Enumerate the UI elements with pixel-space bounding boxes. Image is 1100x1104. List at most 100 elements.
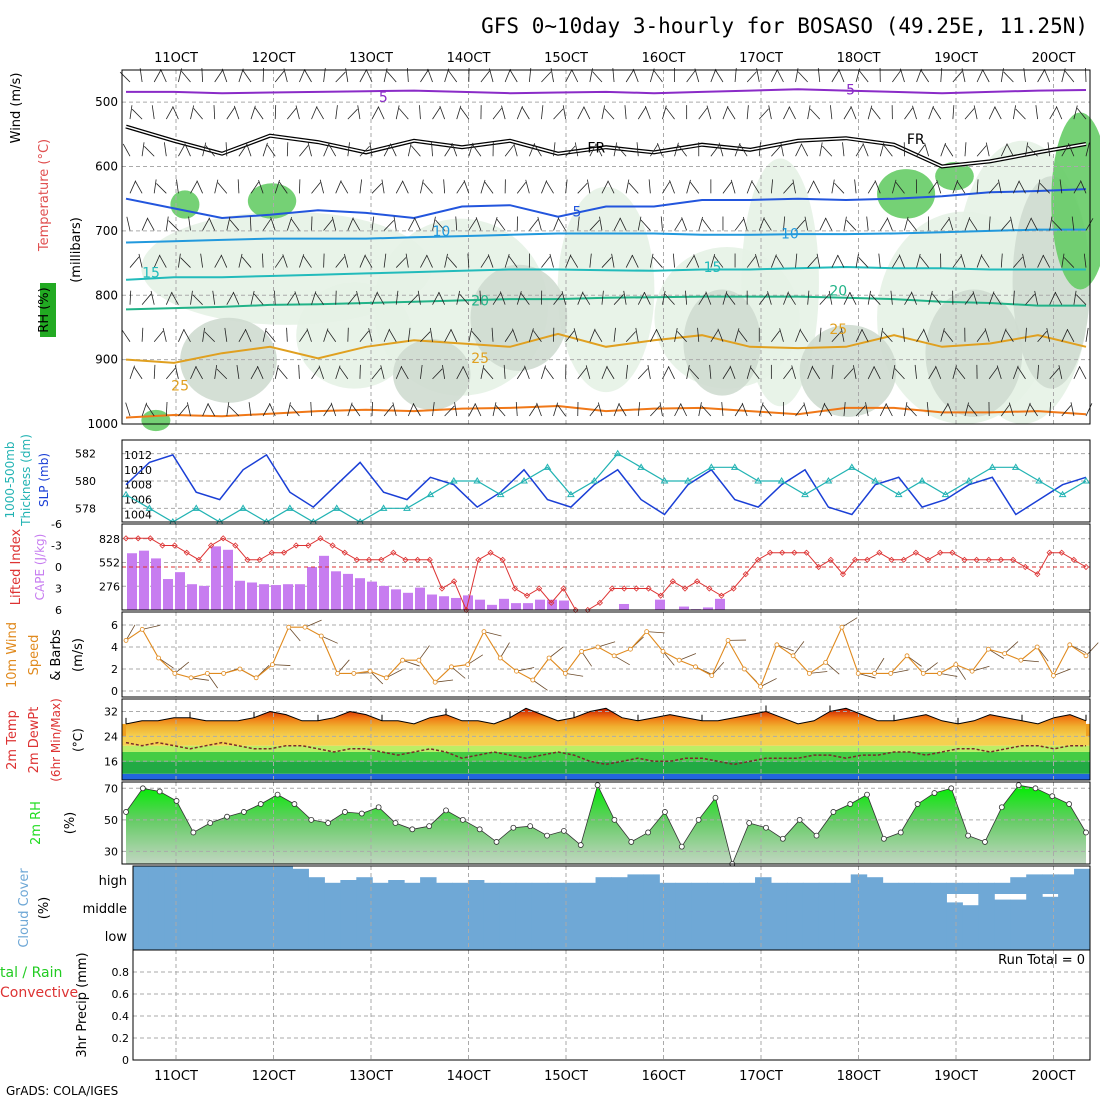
precip-legend-total: tal / Rain: [0, 965, 62, 981]
cloud-cell: [787, 883, 803, 894]
wind-tick-label: 6: [111, 619, 118, 632]
rh-shade: [180, 318, 277, 403]
wind-tick-label: 2: [111, 663, 118, 676]
bottom-tick-label: 18OCT: [837, 1069, 881, 1084]
cloud-cell: [931, 883, 947, 894]
wind-point: [401, 658, 405, 662]
wind-barb: [500, 643, 509, 658]
temp-ylabel-2: 2m DewPt: [27, 707, 42, 774]
rh-point: [1050, 794, 1055, 799]
rh-point: [814, 833, 819, 838]
cape-bar: [163, 579, 173, 610]
cloud-cell: [946, 883, 962, 894]
cloud-cell: [675, 883, 691, 894]
temp-band: [122, 761, 1090, 773]
wind-barb: [272, 665, 290, 666]
wind-barb: [419, 646, 430, 661]
cloud-cell: [1026, 874, 1042, 894]
cloud-cell: [420, 877, 436, 894]
wind-point: [856, 671, 860, 675]
precip-legend-convective: Convective: [0, 985, 78, 1001]
cloud-cell: [994, 900, 1010, 922]
rh-point: [359, 811, 364, 816]
wind-point: [498, 656, 502, 660]
cloud-cell: [229, 922, 245, 950]
cloud-cell: [165, 894, 181, 922]
rh-point: [797, 817, 802, 822]
precip-tick-label: 0.8: [112, 966, 130, 979]
cape-bar: [391, 589, 401, 610]
wind-point: [824, 660, 828, 664]
cloud-cell: [548, 883, 564, 894]
temp-tick-label: 24: [104, 730, 118, 743]
cloud-cell: [755, 922, 771, 950]
wind-point: [775, 643, 779, 647]
cloud-cell: [308, 922, 324, 950]
cloud-cell: [293, 869, 309, 894]
upper-ylabel: (millibars): [69, 217, 84, 283]
cloud-cell: [197, 866, 213, 894]
wind-point: [254, 676, 258, 680]
rh-point: [309, 817, 314, 822]
cloud-cell: [356, 922, 372, 950]
cloud-cell: [484, 922, 500, 950]
cloud-cell: [978, 883, 994, 894]
wind-tick-label: 0: [111, 685, 118, 698]
wind-point: [905, 654, 909, 658]
top-tick-label: 17OCT: [739, 51, 783, 66]
top-tick-label: 19OCT: [934, 51, 978, 66]
thickness-ylabel-2: Thickness (dm): [19, 434, 33, 527]
rh-point: [427, 824, 432, 829]
cloud-cell: [340, 894, 356, 922]
wind-barb: [647, 632, 665, 633]
upper-ytick-label: 900: [95, 353, 118, 367]
rh-point: [1016, 783, 1021, 788]
wind-point: [661, 649, 665, 653]
cloud-cell: [978, 894, 994, 922]
cloud-cell: [580, 922, 596, 950]
side-label-rh: RH (%): [37, 287, 52, 332]
cloud-cell: [420, 922, 436, 950]
li-ylabel: Lifted Index: [9, 528, 24, 605]
cloud-cell: [835, 922, 851, 950]
cape-bar: [127, 553, 137, 610]
cloud-cell: [803, 922, 819, 950]
cape-bar: [307, 567, 317, 610]
cloud-cell: [1042, 922, 1058, 950]
run-total-label: Run Total = 0: [998, 953, 1085, 968]
rh-point: [174, 798, 179, 803]
cape-bar: [619, 604, 629, 610]
cloud-cell: [372, 922, 388, 950]
wind-point: [1019, 658, 1023, 662]
cloud-cell: [771, 883, 787, 894]
cape-bar: [511, 603, 521, 610]
cloud-cell: [835, 894, 851, 922]
wind-point: [693, 665, 697, 669]
cloud-cell: [946, 922, 962, 950]
cloud-cell: [899, 894, 915, 922]
cape-ylabel: CAPE (J/kg): [33, 534, 47, 601]
cape-tick-label: 276: [99, 580, 120, 593]
cloud-cell: [404, 883, 420, 894]
rh-point: [292, 802, 297, 807]
cloud-cell: [1010, 922, 1026, 950]
rh-point: [595, 783, 600, 788]
top-tick-label: 14OCT: [447, 51, 491, 66]
cape-bar: [187, 584, 197, 610]
cape-bar: [247, 582, 257, 610]
cloud-cell: [261, 866, 277, 894]
cloud-cell: [149, 894, 165, 922]
cloud-cell: [229, 866, 245, 894]
rh-point: [578, 843, 583, 848]
cloud-cell: [181, 922, 197, 950]
cape-bar: [223, 550, 233, 610]
contour-label: 20: [471, 294, 489, 310]
bottom-tick-label: 16OCT: [642, 1069, 686, 1084]
wind-point: [222, 671, 226, 675]
cloud-cell: [277, 922, 293, 950]
cape-tick-label: 552: [99, 557, 120, 570]
rh-point: [1033, 786, 1038, 791]
